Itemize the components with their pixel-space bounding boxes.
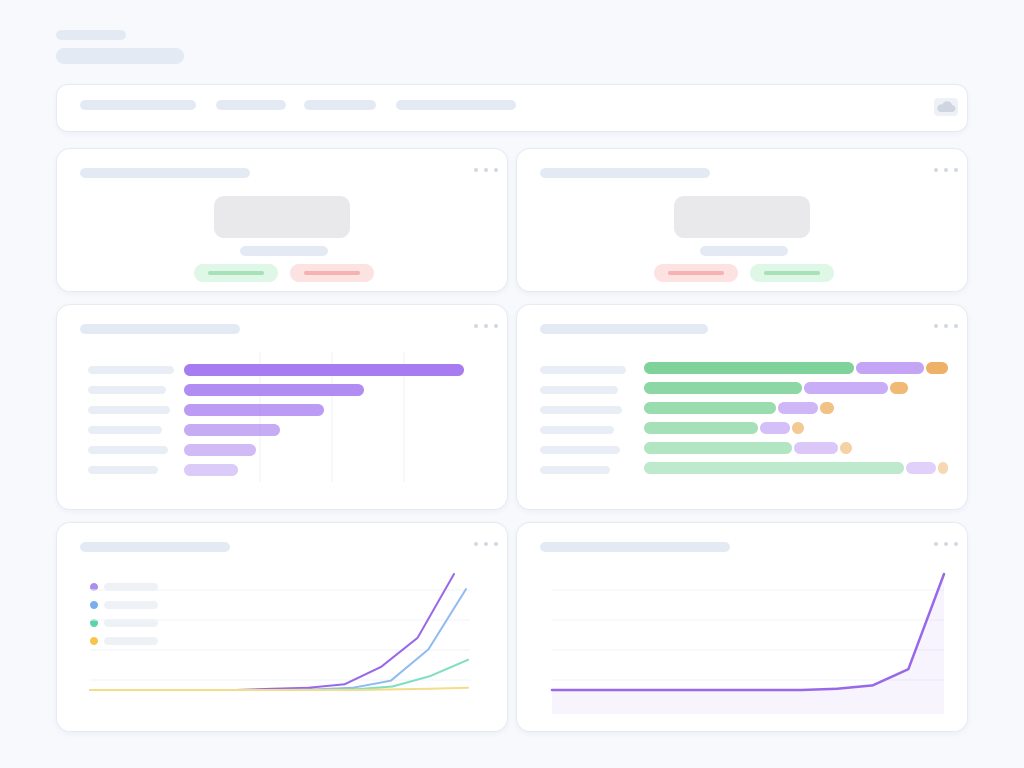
- stacked-category-label: [540, 366, 626, 374]
- stacked-bar-segment: [840, 442, 852, 454]
- stacked-bar-segment: [644, 362, 854, 374]
- bar-chart-card-menu-icon[interactable]: [474, 324, 498, 328]
- legend-marker: [90, 619, 98, 627]
- bar-category-label: [88, 406, 170, 414]
- bar: [184, 424, 280, 436]
- kpi-card-2-caption: [700, 246, 788, 256]
- stacked-bar-segment: [778, 402, 818, 414]
- area-chart-card: [516, 522, 968, 732]
- bar: [184, 384, 364, 396]
- stacked-bar-segment: [906, 462, 936, 474]
- stacked-bar-card-menu-icon[interactable]: [934, 324, 958, 328]
- bar-chart-card-title: [80, 324, 240, 334]
- bar-category-label: [88, 446, 168, 454]
- filter-item-3[interactable]: [304, 100, 376, 110]
- kpi-card-1-positive-badge: [194, 264, 278, 282]
- area-line: [550, 572, 946, 692]
- kpi-card-2-value: [674, 196, 810, 238]
- stacked-category-label: [540, 446, 620, 454]
- stacked-bar-card-title: [540, 324, 708, 334]
- legend-label: [104, 583, 158, 591]
- kpi-card-2-positive-badge: [750, 264, 834, 282]
- filter-item-4[interactable]: [396, 100, 516, 110]
- multi-line-chart: [89, 573, 470, 691]
- bar: [184, 364, 464, 376]
- stacked-category-label: [540, 426, 614, 434]
- kpi-card-2-negative-badge: [654, 264, 738, 282]
- legend-label: [104, 601, 158, 609]
- legend-marker: [90, 601, 98, 609]
- bar-category-label: [88, 386, 166, 394]
- stacked-bar-segment: [644, 462, 904, 474]
- multi-line-card-title: [80, 542, 230, 552]
- kpi-card-1-title: [80, 168, 250, 178]
- kpi-card-2-title: [540, 168, 710, 178]
- stacked-category-label: [540, 406, 622, 414]
- kpi-card-1-negative-badge: [290, 264, 374, 282]
- stacked-bar-segment: [890, 382, 908, 394]
- bar-category-label: [88, 426, 162, 434]
- page-title-placeholder: [56, 48, 184, 64]
- kpi-card-1-caption: [240, 246, 328, 256]
- area-chart: [550, 572, 946, 714]
- filter-item-1[interactable]: [80, 100, 196, 110]
- bar: [184, 444, 256, 456]
- stacked-bar-segment: [644, 382, 802, 394]
- kpi-card-1-menu-icon[interactable]: [474, 168, 498, 172]
- stacked-bar-segment: [644, 442, 792, 454]
- stacked-bar-segment: [820, 402, 834, 414]
- bar-category-label: [88, 466, 158, 474]
- stacked-bar-segment: [856, 362, 924, 374]
- stacked-bar-segment: [644, 422, 758, 434]
- multi-line-card-menu-icon[interactable]: [474, 542, 498, 546]
- bar-category-label: [88, 366, 174, 374]
- line-series: [89, 686, 469, 691]
- legend-marker: [90, 637, 98, 645]
- bar: [184, 464, 238, 476]
- kpi-card-1-value: [214, 196, 350, 238]
- area-chart-card-title: [540, 542, 730, 552]
- multi-line-card: [56, 522, 508, 732]
- stacked-category-label: [540, 386, 618, 394]
- stacked-bar-segment: [760, 422, 790, 434]
- legend-label: [104, 637, 158, 645]
- stacked-bar-segment: [926, 362, 948, 374]
- stacked-bar-segment: [938, 462, 948, 474]
- area-fill: [552, 574, 944, 714]
- stacked-bar-segment: [792, 422, 804, 434]
- bar: [184, 404, 324, 416]
- legend-label: [104, 619, 158, 627]
- area-chart-card-menu-icon[interactable]: [934, 542, 958, 546]
- legend-marker: [90, 583, 98, 591]
- stacked-bar-segment: [794, 442, 838, 454]
- cloud-icon[interactable]: [934, 98, 958, 116]
- kpi-card-2-menu-icon[interactable]: [934, 168, 958, 172]
- stacked-category-label: [540, 466, 610, 474]
- stacked-bar-segment: [804, 382, 888, 394]
- filter-item-2[interactable]: [216, 100, 286, 110]
- stacked-bar-segment: [644, 402, 776, 414]
- line-series: [89, 588, 467, 691]
- page-subtitle-placeholder: [56, 30, 126, 40]
